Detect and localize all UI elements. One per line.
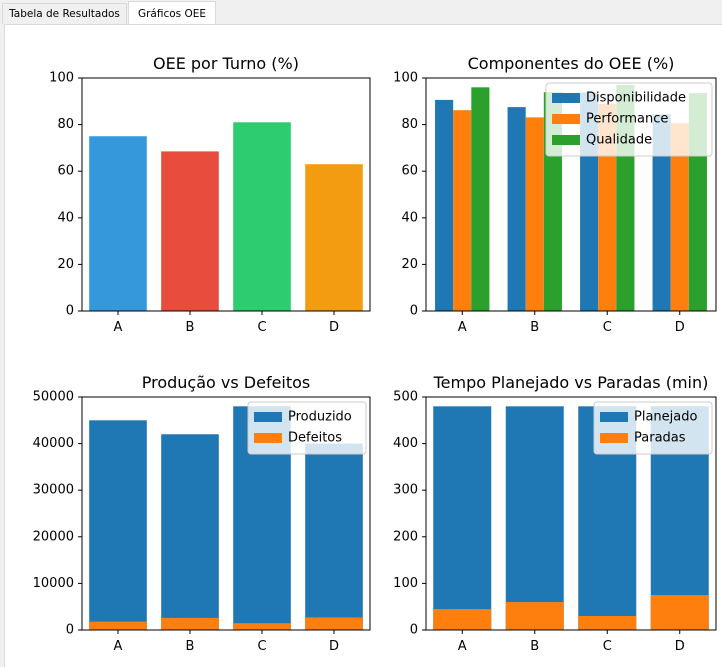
chart-4: Tempo Planejado vs Paradas (min) 0 100 200 3… [393,373,717,654]
chart-title: OEE por Turno (%) [153,54,299,73]
y-tick-label: 40 [57,210,74,225]
x-tick-label: D [329,639,339,654]
legend-swatch-paradas [600,433,628,443]
y-tick-label: 300 [393,483,418,498]
y-tick-label: 100 [393,576,418,591]
y-tick-label: 0 [410,304,418,319]
chart-2: Componentes do OEE (%) 0 20 40 60 80 100 A B C D Di… [393,54,717,335]
y-tick-label: 30000 [33,483,74,498]
chart-title: Produção vs Defeitos [142,373,311,392]
tab-bar: Tabela de Resultados Gráficos OEE [0,0,722,25]
x-tick-label: A [458,639,467,654]
bar-defeitos-B [161,617,219,630]
y-tick-label: 20000 [33,529,74,544]
legend-label-performance: Performance [586,112,668,127]
legend-label-produzido: Produzido [288,410,352,425]
bar-D [305,164,363,311]
x-tick-label: C [257,320,266,335]
bar-planejado-B [505,406,564,630]
bar-disponibilidade-B [507,107,526,311]
tab-tabela-de-resultados[interactable]: Tabela de Resultados [2,3,127,24]
y-tick-label: 0 [410,623,418,638]
y-tick-label: 80 [401,117,418,132]
bar-produzido-B [161,434,219,630]
bar-defeitos-D [305,617,363,630]
y-tick-label: 100 [49,71,74,86]
x-tick-label: C [603,639,612,654]
chart-title: Tempo Planejado vs Paradas (min) [433,373,709,392]
y-tick-label: 200 [393,529,418,544]
x-tick-label: C [603,320,612,335]
bar-paradas-B [505,602,564,630]
bar-produzido-A [89,420,147,630]
bar-performance-B [525,117,544,311]
axes-frame [425,396,717,631]
axes-frame [81,396,371,631]
axes-frame [425,77,717,312]
bar-produzido-D [305,443,363,630]
y-tick-label: 0 [66,623,74,638]
legend-swatch-produzido [254,412,282,422]
legend-swatch-performance [552,114,580,124]
y-tick-label: 0 [66,304,74,319]
y-tick-label: 80 [57,117,74,132]
y-tick-label: 20 [57,257,74,272]
x-tick-label: A [114,320,123,335]
y-tick-label: 60 [401,164,418,179]
y-tick-label: 10000 [33,576,74,591]
x-tick-label: B [186,639,195,654]
bar-qualidade-A [471,87,490,311]
bar-defeitos-A [89,621,147,630]
bar-planejado-A [433,406,492,630]
x-tick-label: A [114,639,123,654]
bar-paradas-A [433,609,492,630]
bar-paradas-C [578,616,637,630]
y-tick-label: 100 [393,71,418,86]
bar-performance-A [453,110,472,312]
legend-swatch-disponibilidade [552,93,580,103]
y-tick-label: 400 [393,436,418,451]
x-tick-label: A [458,320,467,335]
bar-C [233,122,291,312]
legend-label-qualidade: Qualidade [586,133,652,148]
axes-frame [81,77,371,312]
legend-swatch-qualidade [552,135,580,145]
x-tick-label: B [530,320,539,335]
bar-B [161,151,219,311]
bar-defeitos-C [233,623,291,630]
chart-title: Componentes do OEE (%) [468,54,675,73]
y-tick-label: 20 [401,257,418,272]
bar-disponibilidade-A [435,99,454,311]
bar-paradas-D [650,595,709,630]
x-tick-label: B [530,639,539,654]
legend-box [545,82,713,157]
x-tick-label: B [186,320,195,335]
legend-label-planejado: Planejado [634,410,697,425]
y-tick-label: 40000 [33,436,74,451]
chart-1: OEE por Turno (%) 0 20 40 60 80 100 A B C D [49,54,371,335]
legend-label-disponibilidade: Disponibilidade [586,91,686,106]
legend-label-paradas: Paradas [634,431,686,446]
x-tick-label: D [675,320,685,335]
bar-performance-D [670,123,689,312]
legend-swatch-defeitos [254,433,282,443]
legend-label-defeitos: Defeitos [288,431,342,446]
y-tick-label: 40 [401,210,418,225]
chart-3: Produção vs Defeitos 0 10000 20000 30000 4000… [33,373,371,654]
bar-disponibilidade-D [652,114,671,312]
bar-A [89,136,147,311]
x-tick-label: D [675,639,685,654]
y-tick-label: 50000 [33,390,74,405]
x-tick-label: C [257,639,266,654]
x-tick-label: D [329,320,339,335]
tab-graficos-oee[interactable]: Gráficos OEE [128,1,216,25]
legend-swatch-planejado [600,412,628,422]
y-tick-label: 60 [57,164,74,179]
y-tick-label: 500 [393,390,418,405]
